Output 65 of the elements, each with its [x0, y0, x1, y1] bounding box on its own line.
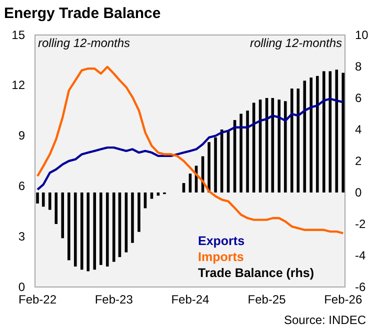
source-note: Source: INDEC: [284, 313, 366, 327]
bar: [342, 72, 345, 192]
bar: [246, 110, 249, 192]
bar: [290, 88, 294, 192]
y2-tick-label: 6: [355, 90, 362, 105]
annotation: rolling 12-months: [38, 36, 130, 50]
y2-tick-label: 10: [355, 28, 369, 42]
y2-tick-label: 0: [355, 185, 362, 200]
bar: [138, 192, 140, 232]
bar: [278, 100, 281, 192]
bar: [93, 192, 96, 270]
y2-tick-label: 2: [355, 154, 362, 168]
annotation: rolling 12-months: [250, 36, 342, 50]
x-tick-label: Feb-22: [18, 292, 57, 307]
bar: [124, 192, 128, 252]
bar: [54, 192, 58, 224]
bar: [188, 174, 192, 192]
bar: [335, 70, 338, 192]
text: Imports: [198, 250, 244, 264]
y-tick-label: 15: [12, 28, 26, 42]
y-tick-label: 3: [18, 229, 26, 244]
y-tick-label: 6: [18, 179, 26, 194]
x-tick-label: Feb-26: [324, 292, 362, 307]
bar: [328, 71, 332, 192]
bar: [80, 192, 84, 270]
bar: [303, 80, 306, 192]
bar: [284, 101, 287, 192]
y-tick-label: 0: [18, 280, 26, 294]
y2-tick-label: 8: [355, 59, 362, 74]
bar: [36, 192, 39, 204]
text: Exports: [198, 234, 245, 248]
line-series: [36, 66, 344, 234]
bar: [131, 192, 134, 243]
bar: [316, 76, 319, 192]
bar: [74, 192, 77, 267]
x-tick-label: Feb-25: [248, 292, 286, 307]
y2-tick-label: -6: [355, 280, 366, 294]
y-tick-label: 9: [18, 128, 26, 143]
line-series: [36, 98, 344, 191]
bar: [208, 142, 210, 192]
bar: [310, 78, 313, 192]
bar: [240, 114, 242, 192]
bar: [48, 192, 52, 210]
bar: [112, 192, 116, 262]
bar: [99, 192, 102, 265]
bar: [42, 192, 45, 207]
bar: [214, 137, 217, 192]
y2-tick-label: -4: [355, 248, 366, 262]
bar: [67, 192, 70, 260]
x-tick-label: Feb-23: [94, 292, 134, 307]
bar: [271, 98, 274, 192]
bar: [296, 88, 300, 192]
bar: [182, 183, 186, 192]
bar: [106, 192, 109, 267]
text: Trade Balance (rhs): [198, 266, 314, 280]
bar: [322, 71, 326, 192]
x-tick-label: Feb-24: [171, 292, 210, 307]
y2-tick-label: -2: [355, 216, 366, 231]
bar: [61, 192, 64, 238]
y-tick-label: 12: [12, 78, 26, 92]
bar: [144, 192, 147, 208]
y2-tick-label: 4: [355, 122, 362, 136]
bar: [86, 192, 90, 272]
bar: [150, 192, 154, 199]
chart-title: Energy Trade Balance: [4, 5, 161, 22]
